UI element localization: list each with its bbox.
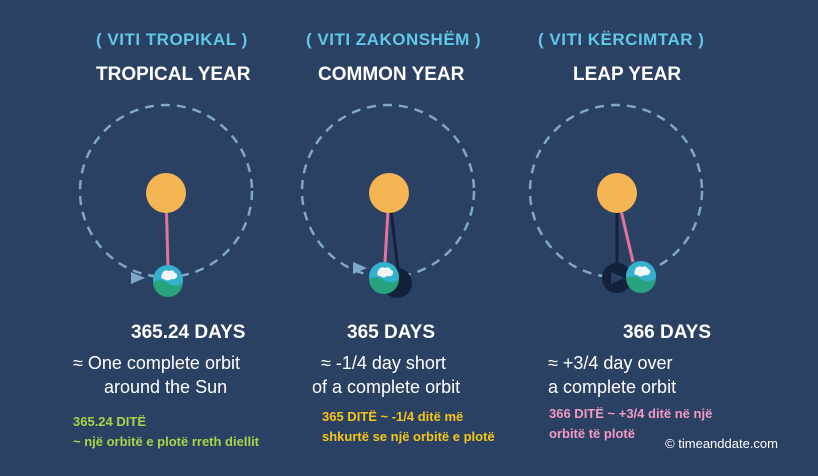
col1-days: 365.24 DAYS <box>131 322 246 343</box>
common-earth <box>369 262 399 294</box>
leap-orbit-diagram <box>528 103 704 293</box>
tropical-orbit-diagram <box>78 103 254 297</box>
common-orbit-diagram <box>300 103 476 298</box>
col3-desc-line2: a complete orbit <box>548 377 677 397</box>
tropical-earth <box>153 265 183 297</box>
col3-days: 366 DAYS <box>623 322 712 343</box>
col3-note-line2: orbitë të plotë <box>549 426 635 441</box>
col2-days: 365 DAYS <box>347 322 436 343</box>
col2-desc-line2: of a complete orbit <box>312 377 461 397</box>
tropical-sun <box>146 173 186 213</box>
col2-note-line1: 365 DITË ~ -1/4 ditë më <box>322 409 464 424</box>
col3-note-line1: 366 DITË ~ +3/4 ditë në një <box>549 406 713 421</box>
col1-desc-line1: ≈ One complete orbit <box>73 353 240 373</box>
col2-desc-line1: ≈ -1/4 day short <box>321 353 446 373</box>
common-orbit-arrow <box>353 262 367 274</box>
col3-english-title: LEAP YEAR <box>573 64 682 85</box>
col1-note-line2: ~ një orbitë e plotë rreth diellit <box>73 434 260 449</box>
col3-desc-line1: ≈ +3/4 day over <box>548 353 673 373</box>
col1-english-title: TROPICAL YEAR <box>96 64 251 85</box>
col1-albanian-title: ( VITI TROPIKAL ) <box>96 30 248 49</box>
leap-orbit-arrow <box>611 272 624 284</box>
col2-note-line2: shkurtë se një orbitë e plotë <box>322 429 495 444</box>
leap-sun <box>597 173 637 213</box>
leap-earth <box>626 261 656 293</box>
col2-albanian-title: ( VITI ZAKONSHËM ) <box>306 30 482 49</box>
col1-desc-line2: around the Sun <box>104 377 228 397</box>
timeanddate-credit[interactable]: © timeanddate.com <box>665 436 778 451</box>
col1-note-line1: 365.24 DITË <box>73 414 146 429</box>
common-sun <box>369 173 409 213</box>
col2-english-title: COMMON YEAR <box>318 64 465 85</box>
tropical-orbit-arrow <box>131 272 145 284</box>
col3-albanian-title: ( VITI KËRCIMTAR ) <box>538 30 705 49</box>
